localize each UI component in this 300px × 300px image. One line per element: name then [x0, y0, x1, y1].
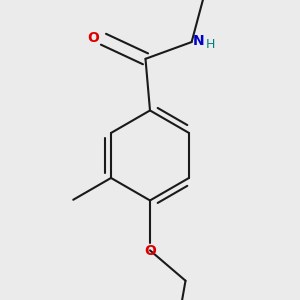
- Text: N: N: [193, 34, 205, 48]
- Text: O: O: [144, 244, 156, 258]
- Text: O: O: [88, 31, 99, 45]
- Text: H: H: [206, 38, 215, 51]
